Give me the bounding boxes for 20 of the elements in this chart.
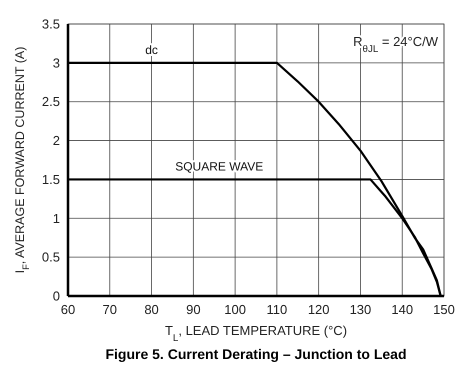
x-tick-label: 130 [350, 302, 372, 317]
y-tick-label: 0 [52, 288, 60, 304]
y-tick-label: 2.5 [42, 94, 60, 110]
x-tick-label: 120 [308, 302, 330, 317]
x-tick-label: 80 [144, 302, 159, 317]
y-tick-label: 1.5 [42, 172, 60, 187]
x-tick-label: 110 [266, 302, 288, 317]
x-axis-title: T$_{L}$, LEAD TEMPERATURE (°C) [164, 323, 348, 344]
x-tick-label: 60 [60, 302, 76, 317]
y-tick-label: 3.5 [42, 16, 60, 32]
x-tick-label: 70 [102, 302, 118, 317]
y-tick-label: 3 [52, 55, 60, 70]
y-tick-label: 1 [52, 210, 60, 226]
text: Figure 5. Current Derating – Junction to Lead [105, 346, 407, 362]
x-tick-label: 150 [433, 302, 455, 317]
y-tick-label: 2 [52, 133, 60, 148]
x-tick-label: 140 [391, 302, 414, 317]
y-tick-label: 0.5 [42, 250, 60, 265]
x-tick-label: 100 [224, 302, 246, 317]
x-tick-label: 90 [186, 302, 201, 317]
